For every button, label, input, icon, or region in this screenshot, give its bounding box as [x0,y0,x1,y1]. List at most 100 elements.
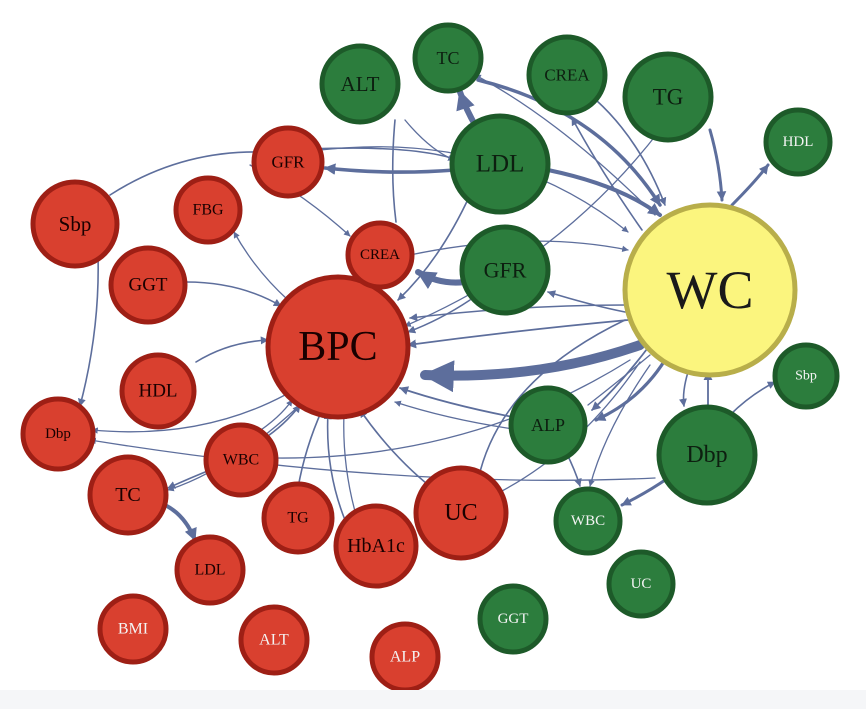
node-label: GGT [498,611,529,627]
edge-wc-gtc [474,74,656,216]
node-r-tg: TG [261,481,335,555]
edge-gldl-rgfr [323,163,457,175]
node-g-ggt: GGT [477,583,549,655]
edge-sbp-dbp [77,254,99,407]
edge-galp-bpc-2 [394,400,521,431]
node-circle [119,352,197,430]
node-r-ggt: GGT [108,245,188,325]
node-label: BMI [118,621,148,638]
node-label: HDL [783,134,814,150]
edge-wc-ggfr [547,290,626,313]
node-circle [449,113,551,215]
node-r-dbp: Dbp [20,396,96,472]
node-label: TC [436,48,459,68]
node-circle [477,583,549,655]
node-label: CREA [360,247,400,263]
node-circle [203,422,279,498]
edge-gcrea-wc [595,99,667,206]
node-label: Sbp [795,369,817,384]
node-circle [30,179,120,269]
node-g-crea: CREA [526,34,608,116]
node-label: HbA1c [347,535,405,557]
node-label: ALP [531,415,565,435]
node-r-hdl: HDL [119,352,197,430]
edge-galp-wc [587,354,651,406]
node-g-alp: ALP [508,385,588,465]
node-r-sbp: Sbp [30,179,120,269]
node-circle [345,220,415,290]
node-r-tc: TC [87,454,169,536]
node-r-crea: CREA [345,220,415,290]
edge-gtc-wc [476,78,662,207]
edge-wc-bpc-2 [407,319,629,349]
edge-wc-bpc-thick [420,340,645,393]
node-circle [413,465,509,561]
node-label: GFR [484,258,527,283]
node-label: TG [287,510,309,527]
node-label: HDL [138,381,177,402]
node-g-gfr: GFR [459,224,551,316]
node-g-alt: ALT [319,43,401,125]
node-circle [87,454,169,536]
node-circle [261,481,335,555]
node-circle [622,202,798,378]
node-circle [108,245,188,325]
edge-gdbp-rdbp [89,437,656,481]
edge-tc-ldl [163,503,197,542]
node-circle [508,385,588,465]
node-circle [319,43,401,125]
edge-gdbp-gsbp [729,381,776,416]
node-g-tc: TC [412,22,484,94]
node-label: Sbp [59,212,92,236]
node-r-gfr: GFR [251,125,325,199]
edge-wc-gdbp [679,371,689,407]
edge-gdbp-gwbc [620,476,670,507]
edge-galp-bpc [399,386,519,419]
node-g-sbp: Sbp [772,342,840,410]
node-circle [97,593,169,665]
node-r-ldl: LDL [174,534,246,606]
node-r-bmi: BMI [97,593,169,665]
node-g-tg: TG [622,51,714,143]
node-label: GGT [128,275,167,296]
edge-gldl-wc [546,168,662,217]
node-circle [333,503,419,589]
node-circle [20,396,96,472]
node-circle [553,486,623,556]
edge-wc-ghdl [730,163,770,207]
node-circle [606,549,676,619]
node-label: ALT [341,72,380,96]
edge-tg-bpc [297,409,323,489]
edge-uc-wc [477,319,626,481]
node-circle [622,51,714,143]
node-label: TG [653,85,684,110]
edge-gtg-bpc [404,129,661,327]
edge-wc-galp [594,358,667,422]
node-g-wbc: WBC [553,486,623,556]
edge-ggt-bpc [185,281,282,307]
node-circle [526,34,608,116]
edge-hba1c-bpc [323,411,346,521]
edge-ggfr-bpc [407,299,471,334]
edge-gtg-wc [708,128,727,202]
edge-hba1c-bpc-2 [340,412,357,516]
edge-wc-galp-2 [591,344,651,411]
node-label: GFR [271,153,305,172]
node-label: WC [667,260,754,320]
node-circle [173,175,243,245]
edge-bpc-dbp [91,394,286,434]
node-wc: WC [622,202,798,378]
node-label: ALT [259,632,289,649]
node-r-fbg: FBG [173,175,243,245]
node-r-alt: ALT [238,604,310,676]
node-label: ALP [390,649,420,666]
edge-hdl-bpc [195,336,269,363]
node-circle [251,125,325,199]
node-circle [174,534,246,606]
edge-galt-rcrea [391,119,397,223]
node-label: Dbp [45,426,71,442]
node-label: WBC [571,513,605,529]
node-label: WBC [223,452,259,469]
node-circle [412,22,484,94]
edge-wc-gcrea [571,117,643,231]
